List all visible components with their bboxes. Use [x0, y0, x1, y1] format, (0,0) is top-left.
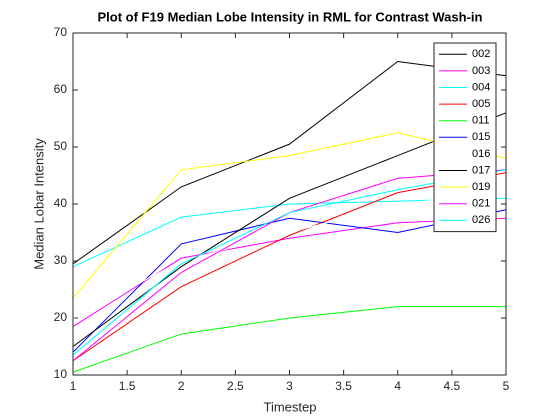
- chart-title: Plot of F19 Median Lobe Intensity in RML…: [98, 9, 483, 24]
- x-tick-label: 3.5: [335, 379, 352, 393]
- axes-box: [72, 32, 507, 376]
- x-axis-label: Timestep: [264, 399, 317, 414]
- x-tick-label: 4.5: [444, 379, 461, 393]
- x-tick-label: 2.5: [227, 379, 244, 393]
- x-tick-label: 4: [394, 379, 401, 393]
- series-line: [72, 306, 506, 373]
- y-axis-label: Median Lobar Intensity: [31, 138, 46, 270]
- x-tick-label: 1: [70, 379, 77, 393]
- y-tick-label: 40: [54, 196, 68, 210]
- legend-label: 003: [472, 65, 490, 77]
- y-tick-label: 70: [54, 25, 68, 39]
- y-tick-label: 50: [54, 139, 68, 153]
- legend-label: 017: [472, 164, 490, 176]
- x-tick-label: 5: [503, 379, 510, 393]
- y-tick-label: 30: [54, 253, 68, 267]
- x-tick-label: 1.5: [119, 379, 136, 393]
- y-tick-label: 10: [54, 367, 68, 381]
- x-tick-label: 3: [286, 379, 293, 393]
- legend-label: 021: [472, 198, 490, 210]
- y-tick-label: 20: [54, 310, 68, 324]
- y-tick-label: 60: [54, 82, 68, 96]
- x-tick-label: 2: [178, 379, 185, 393]
- legend-label: 004: [472, 81, 490, 93]
- legend-label: 002: [472, 48, 490, 60]
- legend-label: 026: [472, 214, 490, 226]
- legend-label: 005: [472, 98, 490, 110]
- legend-label: 016: [472, 148, 490, 160]
- legend-label: 019: [472, 181, 490, 193]
- legend-label: 015: [472, 131, 490, 143]
- legend-label: 011: [472, 115, 490, 127]
